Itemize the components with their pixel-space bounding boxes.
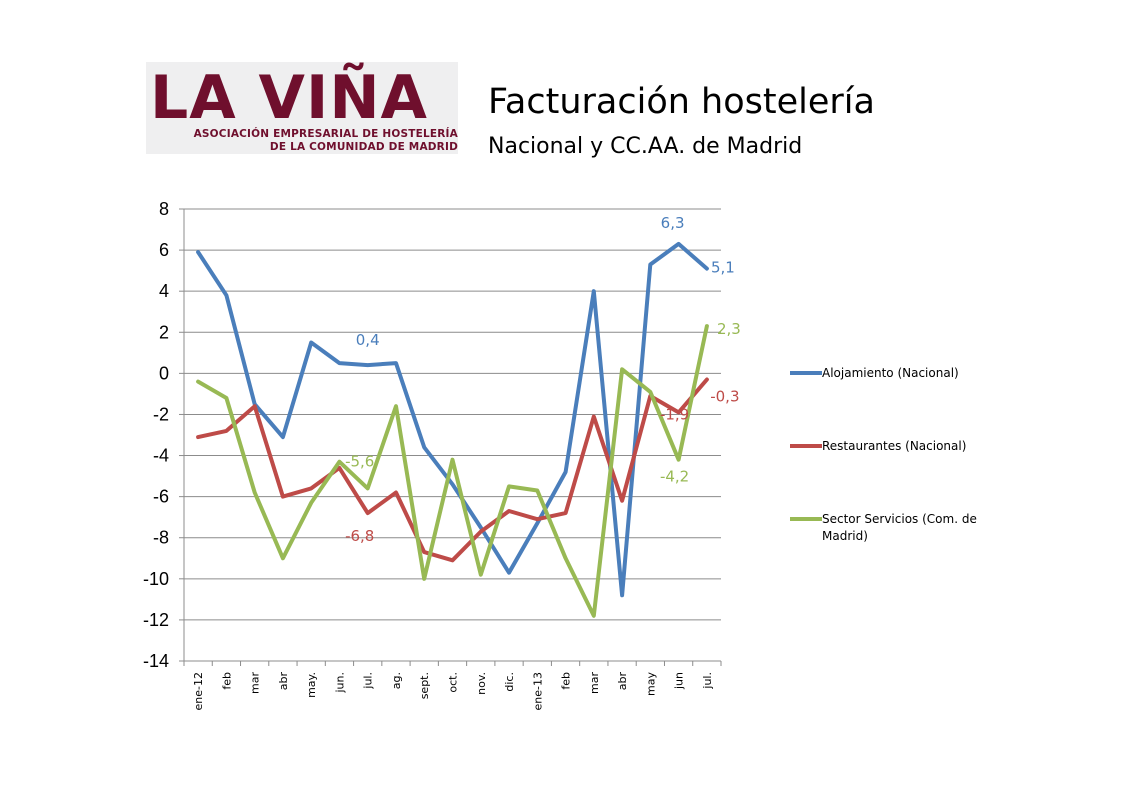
data-label: -0,3 [710,388,739,406]
series-line-1 [196,377,709,563]
y-tick-label: -2 [153,404,169,424]
data-label: 0,4 [356,331,380,349]
x-tick-label: jul. [701,672,714,690]
y-tick-label: -6 [153,487,169,507]
x-tick-label: ene-12 [192,672,205,710]
x-tick-label: jul. [362,672,375,690]
page-subtitle: Nacional y CC.AA. de Madrid [488,134,803,159]
legend-entry: Sector Servicios (Com. de Madrid) [822,512,977,543]
axes [179,208,722,666]
x-tick-label: abr [616,672,629,691]
x-tick-label: abr [277,672,290,691]
data-label: 5,1 [711,259,735,277]
y-tick-label: 8 [159,199,169,219]
series-line-2 [196,324,709,618]
y-tick-label: -14 [143,651,169,671]
legend-entry: Restaurantes (Nacional) [822,439,966,453]
y-tick-label: 0 [159,363,169,383]
y-tick-label: 6 [159,240,169,260]
x-tick-label: dic. [503,672,516,692]
logo-line-2: DE LA COMUNIDAD DE MADRID [269,141,458,153]
y-tick-label: 4 [159,281,169,301]
logo: LA VIÑA ASOCIACIÓN EMPRESARIAL DE HOSTEL… [146,62,458,154]
page-title: Facturación hostelería [488,82,875,122]
x-tick-label: feb [220,672,233,690]
logo-line-1: ASOCIACIÓN EMPRESARIAL DE HOSTELERÍA [193,128,458,140]
y-tick-label: -12 [143,610,169,630]
x-axis-ticks: ene-12 feb mar abr may. jun. jul. ag. sept. oct. n… [192,672,714,711]
y-axis-ticks: 8 6 4 2 0 -2 -4 -6 -8 -10 -12 -14 [143,199,169,671]
series-line-0 [196,241,709,598]
data-label: 2,3 [717,320,741,338]
legend: Alojamiento (Nacional) Restaurantes (Naci… [790,366,977,543]
data-label: 6,3 [661,214,685,232]
data-label: -6,8 [345,527,374,545]
x-tick-label: mar [249,672,262,694]
x-tick-label: sept. [418,672,431,699]
data-labels: 0,4 6,3 5,1 -6,8 -1,9 -0,3 -5,6 -4,2 2,3 [345,214,741,545]
x-tick-label: feb [560,672,573,690]
data-label: -5,6 [345,452,374,470]
x-tick-label: may. [305,672,318,698]
x-tick-label: mar [588,672,601,694]
x-tick-label: jun. [333,672,346,694]
y-tick-label: -4 [153,446,169,466]
series-lines [196,241,709,618]
x-tick-label: ag. [390,672,403,689]
legend-entry: Alojamiento (Nacional) [822,366,959,380]
x-tick-label: oct. [447,672,460,693]
x-tick-label: ene-13 [531,672,544,710]
y-tick-label: -10 [143,569,169,589]
data-label: -4,2 [660,468,689,486]
y-tick-label: 2 [159,322,169,342]
x-tick-label: may [644,672,657,696]
y-tick-label: -8 [153,528,169,548]
logo-name: LA VIÑA [150,63,428,133]
x-tick-label: jun [673,672,686,690]
x-tick-label: nov. [475,672,488,695]
data-label: -1,9 [660,405,689,423]
